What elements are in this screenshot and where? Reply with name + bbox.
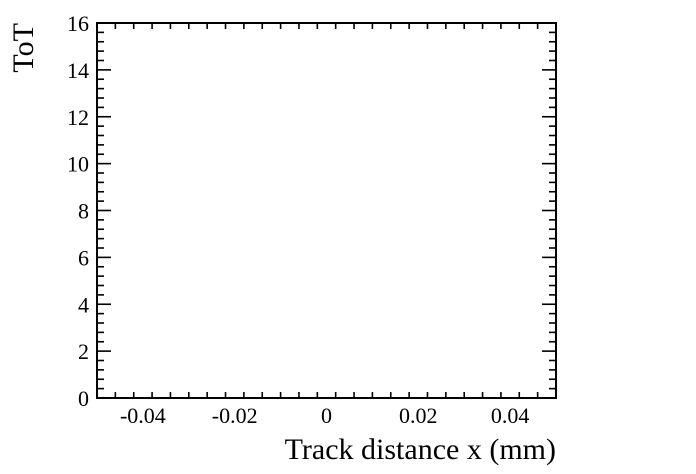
x-tick-label: 0.04 (491, 403, 530, 428)
y-tick-label: 10 (67, 152, 89, 177)
y-tick-label: 12 (67, 105, 89, 130)
y-tick-label: 14 (67, 58, 89, 83)
y-tick-label: 8 (78, 199, 89, 224)
y-axis-title: ToT (7, 23, 40, 73)
y-tick-label: 6 (78, 245, 89, 270)
y-tick-label: 4 (78, 292, 89, 317)
x-tick-label: 0 (321, 403, 332, 428)
axis-ticks (96, 22, 557, 399)
y-tick-label: 2 (78, 339, 89, 364)
y-tick-label: 0 (78, 386, 89, 411)
x-tick-labels: -0.04 -0.02 0 0.02 0.04 (120, 403, 529, 428)
x-tick-label: -0.02 (212, 403, 258, 428)
plot-frame (96, 22, 557, 399)
x-tick-label: 0.02 (399, 403, 438, 428)
x-axis-title: Track distance x (mm) (285, 433, 556, 466)
y-tick-labels: 0 2 4 6 8 10 12 14 16 (67, 11, 89, 411)
y-tick-label: 16 (67, 11, 89, 36)
x-tick-label: -0.04 (120, 403, 166, 428)
